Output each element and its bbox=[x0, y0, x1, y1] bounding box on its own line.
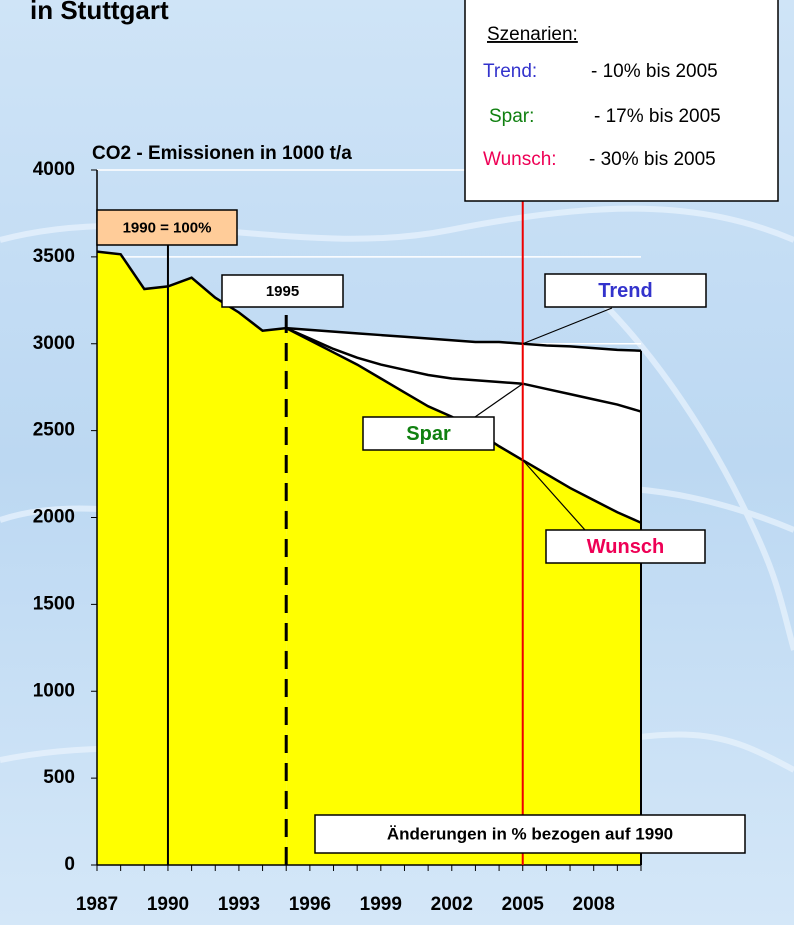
series-label: Trend bbox=[598, 280, 652, 302]
series-label-box bbox=[544, 273, 707, 308]
y-tick-label: 4000 bbox=[33, 159, 75, 180]
note: Änderungen in % bezogen auf 1990 bbox=[387, 824, 673, 843]
legend-box bbox=[464, 0, 779, 202]
series-line bbox=[96, 250, 287, 333]
area bbox=[97, 251, 287, 866]
marker-box bbox=[96, 209, 238, 246]
y-tick-label: 3000 bbox=[33, 333, 75, 354]
x-tick-label: 2002 bbox=[431, 894, 473, 915]
y-axis-label: CO2 - Emissionen in 1000 t/a bbox=[92, 143, 352, 164]
x-tick-label: 2008 bbox=[573, 894, 615, 915]
area bbox=[286, 328, 641, 865]
scenario-band bbox=[286, 328, 641, 523]
series-label: Spar bbox=[406, 423, 451, 445]
legend-label: Spar: bbox=[489, 106, 534, 127]
series-label-box bbox=[362, 416, 495, 451]
legend-label: Trend: bbox=[483, 61, 537, 82]
legend-label: Wunsch: bbox=[483, 149, 557, 170]
leader-line bbox=[522, 459, 586, 531]
marker-label: 1990 = 100% bbox=[123, 219, 212, 236]
series-line bbox=[286, 326, 642, 352]
y-tick-label: 500 bbox=[43, 767, 75, 788]
marker-label: 1995 bbox=[266, 283, 299, 300]
series-label-box bbox=[545, 529, 706, 564]
x-tick-label: 1990 bbox=[147, 894, 189, 915]
legend-title: Szenarien: bbox=[487, 24, 578, 45]
legend-scenario: - 10% bis 2005 bbox=[591, 61, 718, 82]
x-tick-label: 1987 bbox=[76, 894, 118, 915]
y-tick-label: 1500 bbox=[33, 593, 75, 614]
legend-scenario: - 30% bis 2005 bbox=[589, 149, 716, 170]
y-tick-label: 2000 bbox=[33, 507, 75, 528]
y-tick-label: 0 bbox=[64, 854, 75, 875]
series-line bbox=[285, 326, 642, 413]
y-tick-label: 2500 bbox=[33, 420, 75, 441]
x-tick-label: 1993 bbox=[218, 894, 260, 915]
y-tick-label: 3500 bbox=[33, 246, 75, 267]
y-tick-label: 1000 bbox=[33, 680, 75, 701]
x-tick-label: 1999 bbox=[360, 894, 402, 915]
note-box bbox=[314, 814, 746, 854]
series-label: Wunsch bbox=[587, 536, 664, 558]
leader-line bbox=[522, 307, 613, 345]
legend-scenario: - 17% bis 2005 bbox=[594, 106, 721, 127]
x-tick-label: 2005 bbox=[502, 894, 545, 915]
chart-title: in Stuttgart bbox=[30, 0, 169, 25]
marker-box bbox=[221, 274, 344, 308]
x-tick-label: 1996 bbox=[289, 894, 331, 915]
leader-line bbox=[474, 383, 524, 418]
